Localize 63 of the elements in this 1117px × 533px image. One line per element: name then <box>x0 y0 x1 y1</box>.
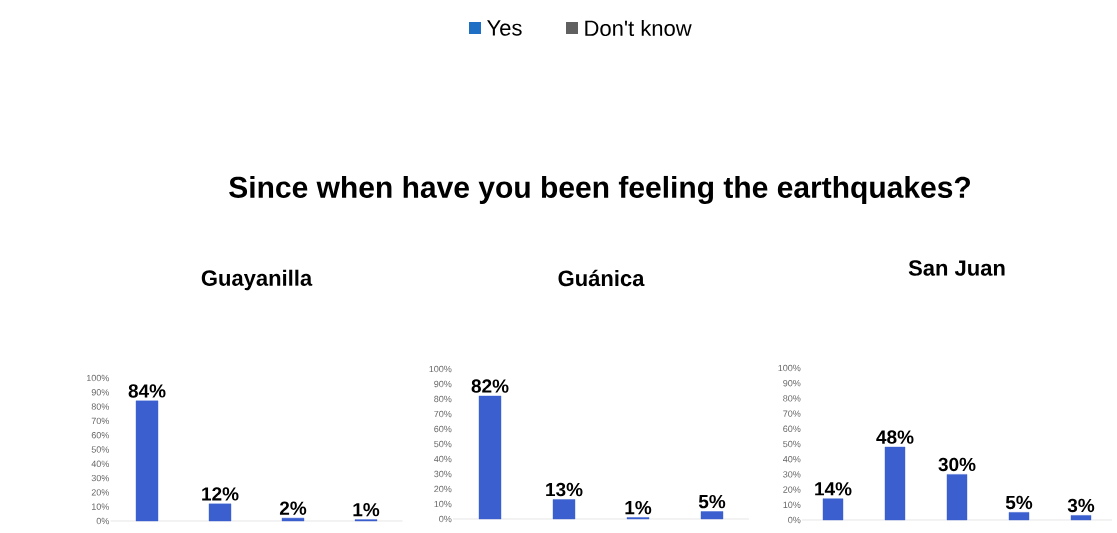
y-tick-label: 70% <box>783 410 801 417</box>
data-label: 1% <box>625 500 652 515</box>
text: Don't know <box>585 19 692 37</box>
y-tick-label: 100% <box>86 374 109 382</box>
bar <box>1008 512 1030 521</box>
bar <box>208 503 232 522</box>
bar <box>884 446 906 521</box>
y-tick-label: 20% <box>434 485 452 493</box>
y-tick-label: 50% <box>434 440 452 448</box>
bar <box>1070 515 1092 521</box>
y-tick-label: 100% <box>429 365 452 373</box>
y-tick-label: 100% <box>778 364 801 372</box>
y-tick-label: 40% <box>782 455 801 463</box>
y-tick-label: 90% <box>783 380 801 387</box>
y-tick-label: 60% <box>783 425 801 432</box>
y-tick-label: 30% <box>783 471 801 478</box>
data-label: 30% <box>938 457 976 472</box>
y-tick-label: 80% <box>783 395 801 402</box>
bar <box>822 498 844 521</box>
y-tick-label: 80% <box>434 395 452 403</box>
y-tick-label: 80% <box>91 403 109 410</box>
y-tick-label: 50% <box>91 446 109 453</box>
bar <box>478 395 502 520</box>
y-tick-label: 90% <box>434 380 452 388</box>
y-tick-label: 70% <box>91 417 109 425</box>
data-label: 13% <box>546 482 583 497</box>
data-label: 14% <box>815 482 852 496</box>
y-tick-label: 30% <box>434 470 452 478</box>
y-tick-label: 40% <box>434 455 452 463</box>
y-tick-label: 60% <box>91 432 109 439</box>
data-label: 84% <box>128 384 166 398</box>
text: Since when have you been feeling the earthquakes? <box>229 175 970 205</box>
data-label: 1% <box>353 502 380 517</box>
data-label: 82% <box>471 379 509 393</box>
bar <box>700 511 724 520</box>
y-tick-label: 10% <box>434 500 452 508</box>
y-tick-label: 70% <box>434 410 452 418</box>
y-tick-label: 40% <box>91 460 109 467</box>
bar <box>281 517 305 522</box>
text: Yes <box>487 20 522 36</box>
y-tick-label: 0% <box>439 515 452 523</box>
chart-title: Guayanilla <box>201 269 313 291</box>
data-label: 5% <box>698 494 726 509</box>
y-tick-label: 30% <box>91 474 109 482</box>
y-tick-label: 10% <box>783 501 801 508</box>
data-label: 48% <box>876 430 914 444</box>
bar <box>946 474 968 521</box>
chart-title: Guánica <box>558 269 645 287</box>
y-tick-label: 20% <box>783 486 801 493</box>
data-label: 5% <box>1005 495 1033 510</box>
y-tick-label: 90% <box>91 389 109 396</box>
bar <box>552 499 576 520</box>
data-label: 12% <box>202 487 239 501</box>
y-tick-label: 60% <box>434 425 452 433</box>
data-label: 3% <box>1067 498 1095 513</box>
bar <box>135 400 159 522</box>
y-tick-label: 0% <box>96 517 109 525</box>
y-tick-label: 50% <box>783 440 801 448</box>
y-tick-label: 20% <box>91 489 109 496</box>
y-tick-label: 0% <box>788 516 801 524</box>
y-tick-label: 10% <box>91 503 109 510</box>
data-label: 2% <box>279 501 307 515</box>
chart-title: San Juan <box>908 260 1005 276</box>
